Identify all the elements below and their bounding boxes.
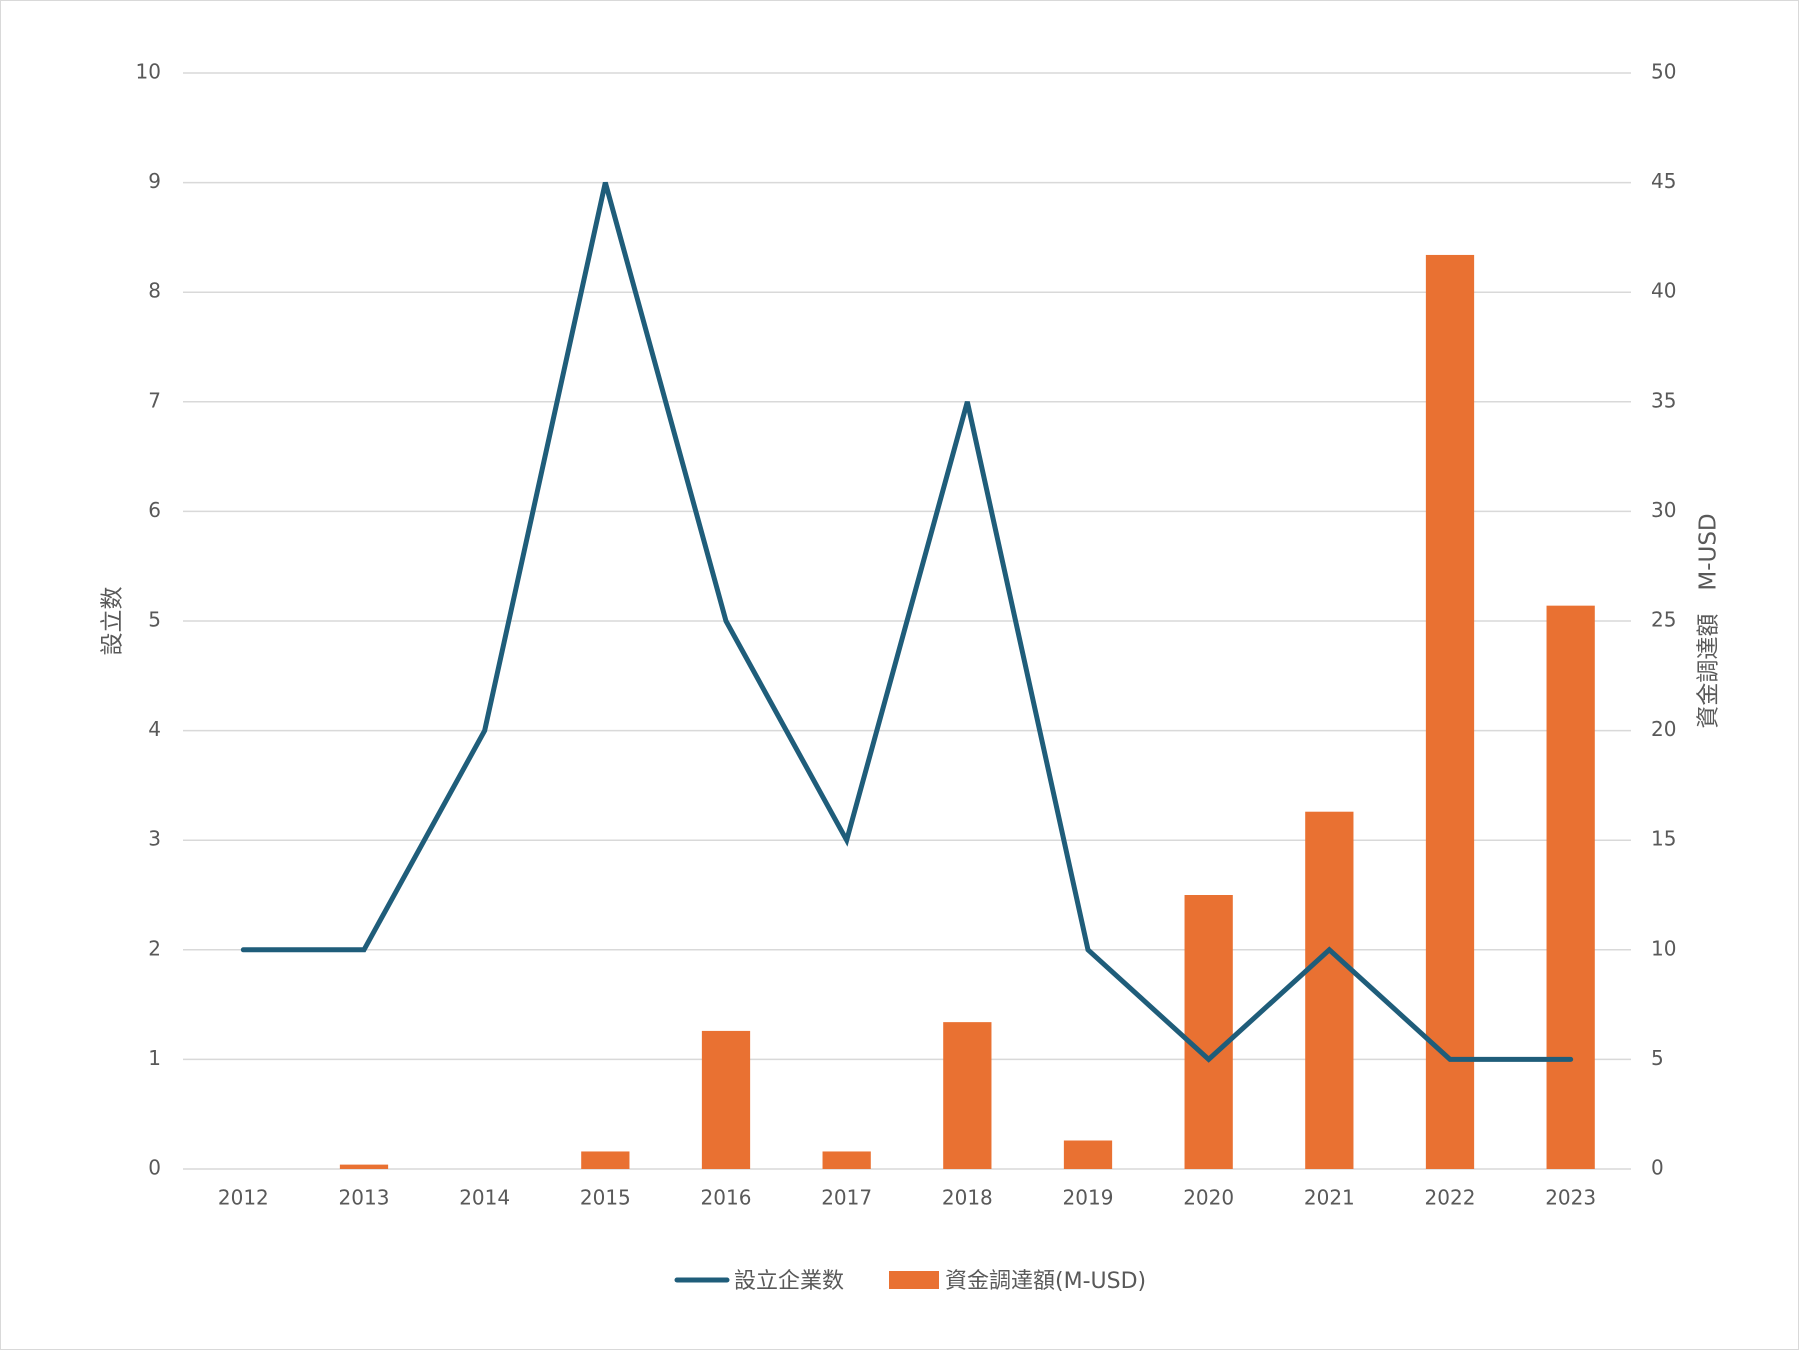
x-tick-label: 2014: [459, 1186, 510, 1210]
bar-2017: [823, 1151, 871, 1169]
y-left-tick-label: 9: [148, 169, 161, 193]
bar-2020: [1185, 895, 1233, 1169]
bar-2018: [943, 1022, 991, 1169]
bar-2021: [1305, 812, 1353, 1169]
y-left-tick-label: 1: [148, 1046, 161, 1070]
y-left-tick-label: 0: [148, 1156, 161, 1180]
x-tick-label: 2017: [821, 1186, 872, 1210]
x-tick-label: 2013: [339, 1186, 390, 1210]
y-left-tick-label: 2: [148, 936, 161, 960]
y-right-tick-label: 50: [1651, 60, 1676, 84]
x-tick-label: 2019: [1063, 1186, 1114, 1210]
bar-2013: [340, 1165, 388, 1169]
y-right-tick-label: 40: [1651, 279, 1676, 303]
y-right-ticks: 0 5 10 15 20 25 30 35 40 45 50: [1651, 60, 1676, 1180]
bar-2022: [1426, 255, 1474, 1169]
x-axis-ticks: 2012 2013 2014 2015 2016 2017 2018 2019 2020 2021…: [218, 1186, 1596, 1210]
legend-label-bar: 資金調達額(M-USD): [945, 1269, 1146, 1294]
legend: 設立企業数 資金調達額(M-USD): [677, 1269, 1146, 1294]
legend-label-line: 設立企業数: [734, 1269, 844, 1294]
y-left-tick-label: 7: [148, 388, 161, 412]
x-tick-label: 2015: [580, 1186, 631, 1210]
y-right-tick-label: 5: [1651, 1046, 1664, 1070]
x-tick-label: 2021: [1304, 1186, 1355, 1210]
y-left-tick-label: 5: [148, 608, 161, 632]
legend-bar-swatch: [889, 1271, 939, 1289]
y-right-tick-label: 25: [1651, 608, 1676, 632]
y-right-tick-label: 10: [1651, 936, 1676, 960]
y-left-tick-label: 6: [148, 498, 161, 522]
x-tick-label: 2022: [1425, 1186, 1476, 1210]
x-tick-label: 2023: [1545, 1186, 1596, 1210]
y-left-tick-label: 3: [148, 827, 161, 851]
y-right-tick-label: 30: [1651, 498, 1676, 522]
y-right-tick-label: 45: [1651, 169, 1676, 193]
x-tick-label: 2020: [1183, 1186, 1234, 1210]
y-right-tick-label: 15: [1651, 827, 1676, 851]
x-tick-label: 2012: [218, 1186, 269, 1210]
bar-2016: [702, 1031, 750, 1169]
bar-2023: [1547, 606, 1595, 1169]
y-left-tick-label: 10: [136, 60, 161, 84]
y-left-axis-title: 設立数: [100, 587, 126, 656]
y-right-tick-label: 20: [1651, 717, 1676, 741]
y-left-tick-label: 4: [148, 717, 161, 741]
y-left-tick-label: 8: [148, 279, 161, 303]
bar-series: [340, 255, 1595, 1169]
bar-2019: [1064, 1141, 1112, 1169]
y-right-tick-label: 35: [1651, 388, 1676, 412]
y-right-axis-title: 資金調達額 M-USD: [1696, 513, 1722, 728]
bar-2015: [581, 1151, 629, 1169]
x-tick-label: 2018: [942, 1186, 993, 1210]
x-tick-label: 2016: [701, 1186, 752, 1210]
y-left-ticks: 0 1 2 3 4 5 6 7 8 9 10: [136, 60, 161, 1180]
y-right-tick-label: 0: [1651, 1156, 1664, 1180]
